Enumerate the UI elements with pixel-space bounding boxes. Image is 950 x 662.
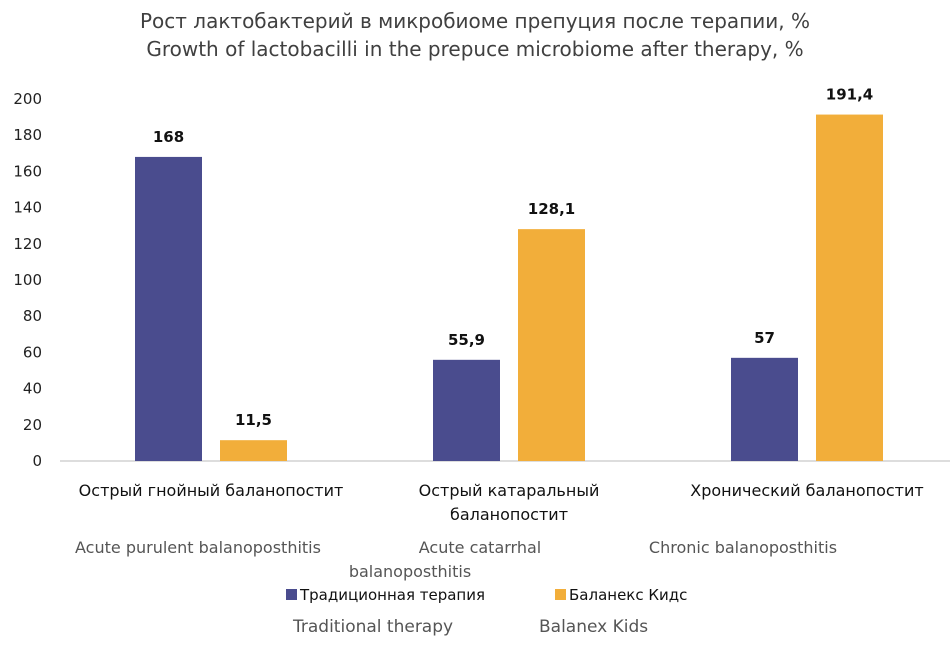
data-label: 128,1 xyxy=(528,200,575,218)
y-tick-label: 0 xyxy=(32,452,42,470)
x-category-label-en: Chronic balanoposthitis xyxy=(649,538,837,557)
chart-title-ru: Рост лактобактерий в микробиоме препуция… xyxy=(140,9,810,33)
legend-swatch-balanex xyxy=(555,589,566,600)
bar-traditional xyxy=(433,359,500,461)
bar-traditional xyxy=(135,156,202,462)
y-tick-label: 140 xyxy=(13,199,42,217)
y-tick-label: 80 xyxy=(23,307,42,325)
legend-label-balanex-en: Balanex Kids xyxy=(539,617,648,637)
data-label: 11,5 xyxy=(235,411,272,429)
bar-traditional xyxy=(731,357,798,461)
x-category-label: баланопостит xyxy=(450,505,568,524)
x-category-label: Острый гнойный баланопостит xyxy=(79,481,344,500)
bar-balanex xyxy=(220,440,287,461)
y-tick-label: 200 xyxy=(13,90,42,108)
y-tick-label: 120 xyxy=(13,235,42,253)
bar-balanex xyxy=(816,114,883,461)
x-category-label-en: Acute catarrhal xyxy=(419,538,541,557)
legend-label-balanex: Баланекс Кидс xyxy=(569,586,687,604)
legend-swatch-traditional xyxy=(286,589,297,600)
legend: Традиционная терапия Баланекс Кидс Tradi… xyxy=(286,586,687,637)
y-tick-label: 60 xyxy=(23,343,42,361)
y-tick-label: 40 xyxy=(23,380,42,398)
data-label: 168 xyxy=(153,128,184,146)
x-category-label-en: Acute purulent balanoposthitis xyxy=(75,538,321,557)
data-label: 191,4 xyxy=(826,86,873,104)
y-tick-label: 160 xyxy=(13,162,42,180)
x-category-label: Хронический баланопостит xyxy=(690,481,923,500)
legend-label-traditional-en: Traditional therapy xyxy=(292,617,453,637)
bar-balanex xyxy=(518,229,585,461)
y-tick-label: 100 xyxy=(13,271,42,289)
y-tick-label: 180 xyxy=(13,126,42,144)
data-label: 57 xyxy=(754,329,775,347)
x-category-label: Острый катаральный xyxy=(419,481,600,500)
y-tick-label: 20 xyxy=(23,416,42,434)
legend-label-traditional: Традиционная терапия xyxy=(299,586,485,604)
chart-title-en: Growth of lactobacilli in the prepuce mi… xyxy=(146,37,803,61)
data-label: 55,9 xyxy=(448,331,485,349)
x-category-label-en: balanoposthitis xyxy=(349,562,471,581)
